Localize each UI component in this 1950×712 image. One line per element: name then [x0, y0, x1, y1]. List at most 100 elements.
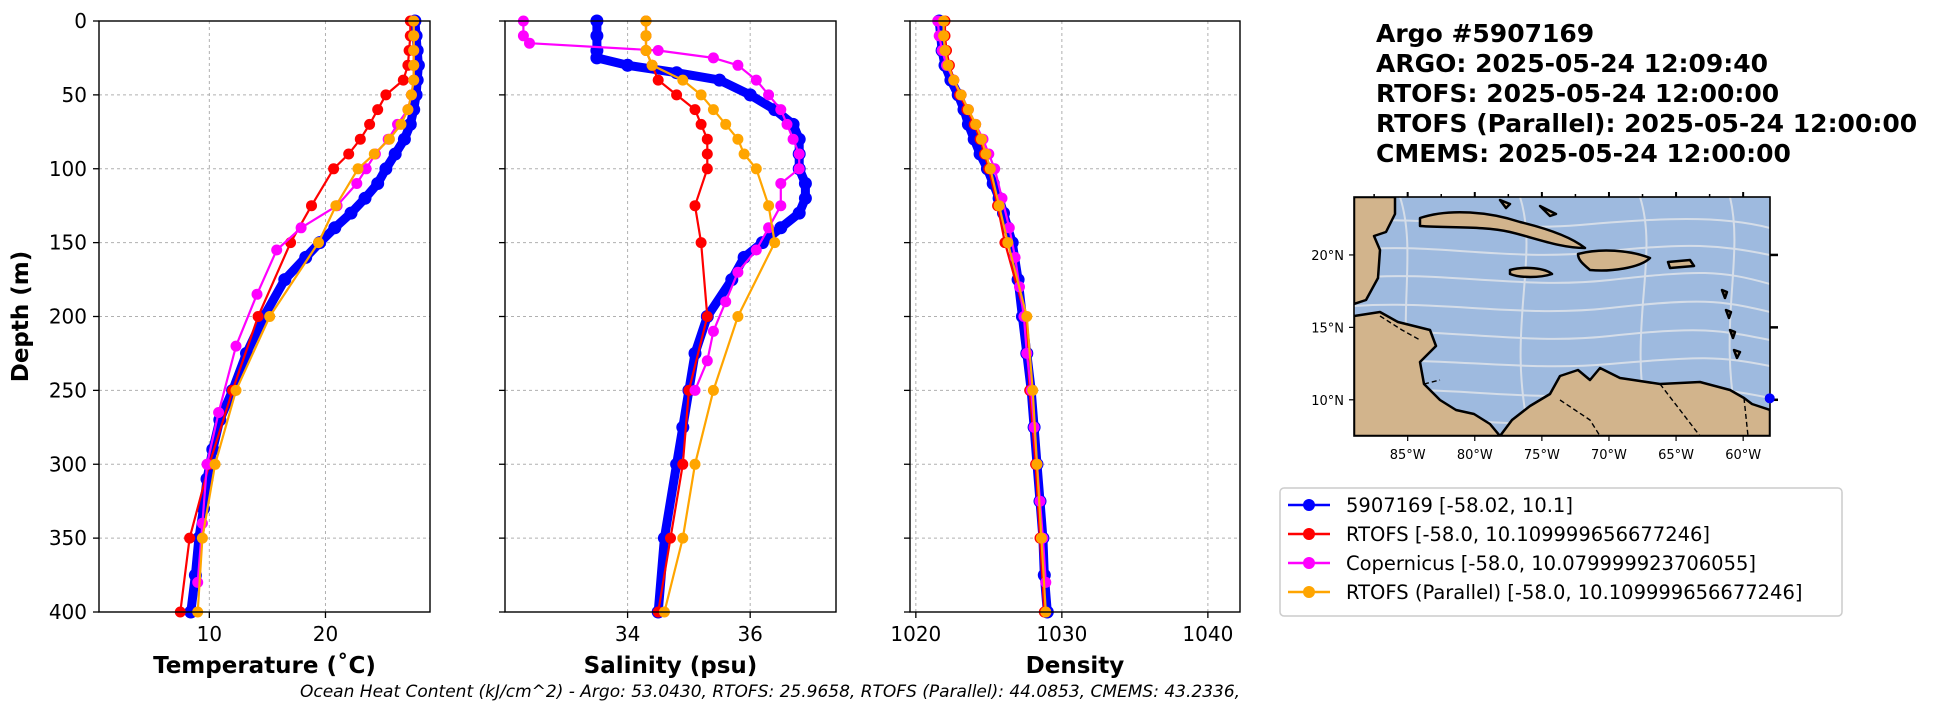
x-tick-label: 10	[197, 622, 222, 646]
title-argo-time: ARGO: 2025-05-24 12:09:40	[1376, 49, 1768, 78]
x-axis-label: Density	[1026, 653, 1125, 679]
data-point-rtofs_parallel	[408, 59, 420, 71]
data-point-copernicus	[360, 163, 372, 175]
data-point-copernicus	[251, 288, 263, 300]
data-point-rtofs_parallel	[1002, 237, 1014, 249]
data-point-copernicus	[732, 59, 744, 71]
legend-label: 5907169 [-58.02, 10.1]	[1346, 494, 1573, 517]
data-point-rtofs	[328, 163, 340, 175]
data-point-copernicus	[763, 89, 775, 101]
title-block: Argo #5907169 ARGO: 2025-05-24 12:09:40 …	[1376, 19, 1917, 168]
data-point-rtofs	[689, 200, 701, 212]
x-tick-label: 34	[615, 622, 640, 646]
data-point-rtofs_parallel	[640, 45, 652, 56]
x-tick-label: 1040	[1182, 622, 1233, 646]
data-point-rtofs_parallel	[209, 458, 221, 470]
data-point-rtofs_parallel	[955, 89, 967, 101]
ohc-footer: Ocean Heat Content (kJ/cm^2) - Argo: 53.…	[300, 682, 1240, 702]
series-rtofs_parallel	[192, 15, 420, 618]
data-point-rtofs_parallel	[264, 311, 276, 322]
data-point-rtofs_parallel	[738, 148, 750, 160]
data-point-rtofs_parallel	[677, 532, 689, 544]
legend-marker	[1303, 499, 1315, 511]
panel-3: 1020 1030 1040 Density	[890, 14, 1241, 679]
data-point-argo	[792, 206, 806, 220]
data-point-rtofs	[701, 133, 713, 145]
data-point-argo	[798, 191, 812, 205]
x-tick-label: 1020	[890, 622, 941, 646]
map-borders	[1379, 315, 1749, 436]
data-point-rtofs	[364, 118, 376, 130]
data-point-rtofs_parallel	[984, 163, 996, 175]
x-axis-label: Temperature (˚C)	[153, 652, 376, 679]
data-point-rtofs_parallel	[938, 30, 950, 42]
data-point-rtofs_parallel	[383, 133, 395, 145]
legend-label: RTOFS [-58.0, 10.109999656677246]	[1346, 523, 1710, 546]
legend-entry: 5907169 [-58.02, 10.1]	[1288, 494, 1573, 517]
data-point-rtofs_parallel	[368, 148, 380, 160]
data-point-rtofs_parallel	[1031, 458, 1043, 470]
data-point-rtofs_parallel	[750, 163, 762, 175]
legend-marker	[1303, 528, 1315, 540]
data-point-argo	[743, 88, 757, 102]
map-lat-label: 15°N	[1311, 321, 1344, 336]
data-point-rtofs_parallel	[408, 74, 420, 86]
y-tick-label: 350	[49, 526, 87, 550]
data-point-rtofs_parallel	[962, 104, 974, 116]
data-point-rtofs	[397, 74, 409, 86]
data-point-argo	[328, 221, 342, 235]
data-point-argo	[713, 73, 726, 87]
data-point-rtofs_parallel	[942, 59, 954, 71]
data-point-argo	[798, 177, 812, 190]
data-point-copernicus	[720, 296, 732, 308]
data-point-rtofs_parallel	[402, 104, 414, 116]
map-ticks: 85°W 80°W 75°W 70°W 65°W 60°W 20°N 15°N 10°N	[1311, 192, 1778, 463]
data-point-argo	[388, 147, 402, 161]
data-point-copernicus	[271, 244, 283, 256]
data-point-rtofs	[701, 311, 713, 322]
data-point-copernicus	[775, 200, 787, 212]
data-point-argo	[344, 206, 358, 220]
data-point-copernicus	[524, 37, 535, 49]
data-point-copernicus	[775, 104, 787, 116]
data-point-rtofs_parallel	[939, 45, 951, 56]
legend-entry: RTOFS (Parallel) [-58.0, 10.109999656677…	[1288, 581, 1802, 604]
data-point-rtofs	[665, 532, 676, 544]
title-rtofs-time: RTOFS: 2025-05-24 12:00:00	[1376, 79, 1779, 108]
data-point-rtofs_parallel	[313, 237, 324, 249]
data-point-argo	[358, 191, 372, 205]
data-point-copernicus	[775, 178, 787, 189]
legend-entry: Copernicus [-58.0, 10.079999923706055]	[1288, 552, 1756, 575]
series-copernicus	[932, 15, 1052, 588]
data-point-rtofs	[689, 104, 701, 116]
data-point-rtofs	[380, 89, 392, 101]
data-point-copernicus	[213, 407, 225, 418]
location-map: 85°W 80°W 75°W 70°W 65°W 60°W 20°N 15°N 10°N	[1311, 192, 1778, 463]
data-point-rtofs	[671, 89, 683, 101]
data-point-rtofs_parallel	[408, 30, 420, 42]
data-point-rtofs_parallel	[769, 237, 781, 249]
map-lon-label: 80°W	[1457, 448, 1493, 463]
legend-label: RTOFS (Parallel) [-58.0, 10.109999656677…	[1346, 581, 1802, 604]
data-point-rtofs_parallel	[695, 89, 707, 101]
map-lon-label: 60°W	[1725, 448, 1761, 463]
series-line-copernicus	[936, 20, 1047, 583]
data-point-rtofs_parallel	[677, 74, 689, 86]
data-point-rtofs_parallel	[230, 384, 242, 396]
data-point-argo	[278, 273, 292, 287]
data-point-rtofs_parallel	[763, 200, 775, 212]
x-tick-label: 36	[737, 622, 762, 646]
y-tick-label: 50	[62, 83, 87, 107]
data-point-rtofs	[652, 74, 664, 86]
data-point-argo	[590, 51, 604, 65]
data-point-argo	[676, 420, 690, 434]
data-point-rtofs_parallel	[732, 311, 744, 322]
data-point-copernicus	[750, 74, 762, 86]
data-point-copernicus	[295, 222, 307, 234]
data-point-argo	[621, 58, 635, 72]
data-point-rtofs_parallel	[395, 118, 407, 130]
data-point-rtofs	[372, 104, 384, 116]
y-tick-label: 400	[49, 600, 87, 624]
float-location-marker	[1764, 393, 1775, 404]
